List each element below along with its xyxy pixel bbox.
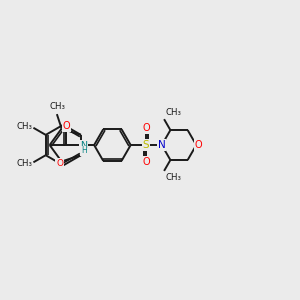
Text: CH₃: CH₃ <box>165 108 181 117</box>
Text: S: S <box>142 140 149 150</box>
Text: O: O <box>142 157 150 167</box>
Text: CH₃: CH₃ <box>50 102 66 111</box>
Text: CH₃: CH₃ <box>165 173 181 182</box>
Text: O: O <box>142 123 150 133</box>
Text: H: H <box>81 146 87 155</box>
Text: CH₃: CH₃ <box>16 159 32 168</box>
Text: N: N <box>158 140 166 150</box>
Text: O: O <box>62 121 70 131</box>
Text: O: O <box>56 159 63 168</box>
Text: N: N <box>80 140 87 149</box>
Text: O: O <box>195 140 202 150</box>
Text: CH₃: CH₃ <box>16 122 32 131</box>
